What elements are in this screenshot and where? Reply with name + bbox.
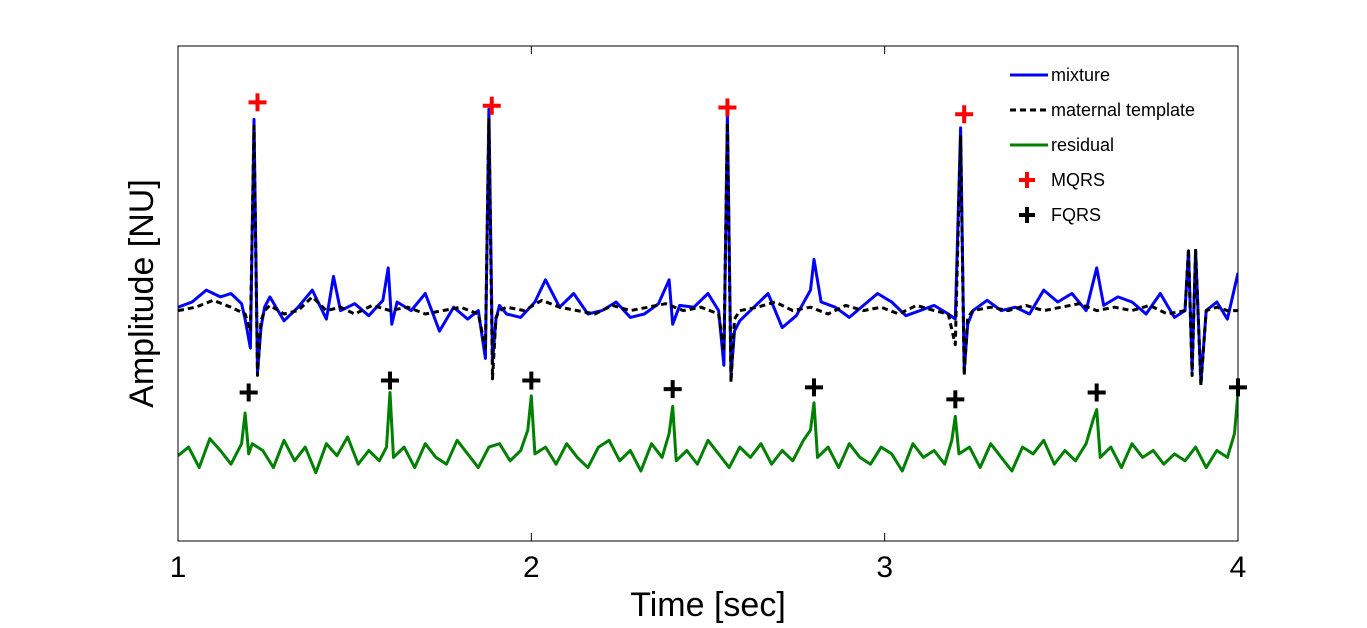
marker-fqrs-0 xyxy=(239,383,258,402)
x-axis-label: Time [sec] xyxy=(630,586,786,624)
marker-fqrs-6 xyxy=(1087,383,1106,402)
legend-item-residual: residual xyxy=(1010,135,1114,155)
legend: mixture maternal template residual MQRS FQRS xyxy=(1010,65,1195,225)
x-tick-label-2: 3 xyxy=(876,551,893,584)
series-line-residual xyxy=(178,391,1238,475)
marker-mqrs-3 xyxy=(955,105,974,124)
series-line-mixture xyxy=(178,107,1238,384)
legend-item-maternal-template: maternal template xyxy=(1010,100,1195,120)
marker-mqrs-0 xyxy=(248,93,267,112)
legend-marker-fqrs xyxy=(1019,207,1035,223)
legend-item-mqrs: MQRS xyxy=(1019,170,1105,190)
legend-label: mixture xyxy=(1051,65,1110,85)
markers-layer xyxy=(239,93,1247,409)
legend-label: FQRS xyxy=(1051,205,1101,225)
legend-label: MQRS xyxy=(1051,170,1105,190)
y-axis-label: Amplitude [NU] xyxy=(123,179,161,408)
legend-marker-mqrs xyxy=(1019,172,1035,188)
marker-fqrs-2 xyxy=(522,371,541,390)
series-line-maternal-template xyxy=(178,117,1238,388)
legend-item-mixture: mixture xyxy=(1010,65,1110,85)
marker-fqrs-1 xyxy=(381,371,399,390)
marker-fqrs-4 xyxy=(805,378,823,397)
marker-fqrs-3 xyxy=(663,380,682,399)
axes-frame xyxy=(177,45,1239,542)
legend-item-fqrs: FQRS xyxy=(1019,205,1101,225)
x-tick-label-0: 1 xyxy=(170,551,187,584)
marker-mqrs-2 xyxy=(718,98,737,117)
x-tick-label-1: 2 xyxy=(523,551,540,584)
marker-mqrs-1 xyxy=(482,96,501,115)
x-axis: 1 2 3 4 xyxy=(170,46,1247,584)
legend-label: maternal template xyxy=(1051,100,1195,120)
series-layer xyxy=(178,107,1238,475)
x-tick-label-3: 4 xyxy=(1230,551,1247,584)
marker-fqrs-5 xyxy=(946,390,965,409)
legend-label: residual xyxy=(1051,135,1114,155)
